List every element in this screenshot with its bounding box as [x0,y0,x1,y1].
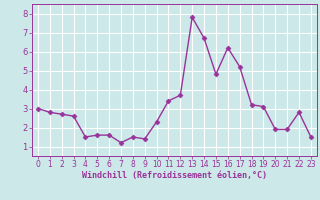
X-axis label: Windchill (Refroidissement éolien,°C): Windchill (Refroidissement éolien,°C) [82,171,267,180]
